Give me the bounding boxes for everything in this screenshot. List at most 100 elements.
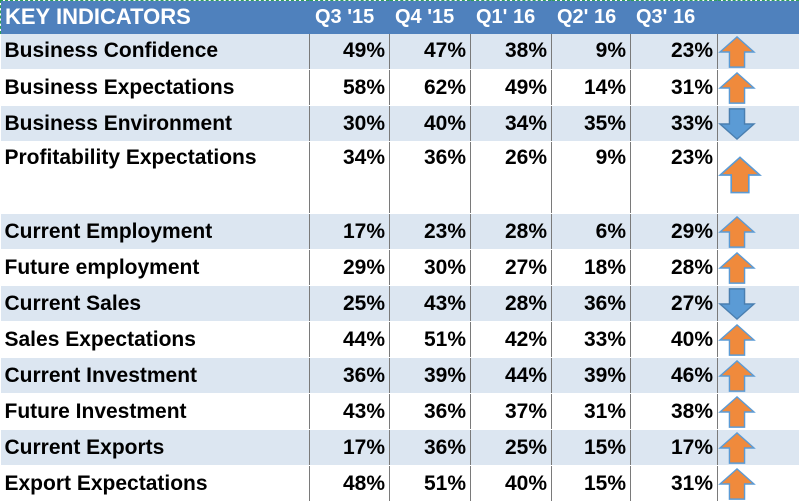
header-row: KEY INDICATORS Q3 '15 Q4 '15 Q1' 16 Q2' … [1,1,799,34]
arrow-down-icon [718,287,756,321]
indicator-value: 25% [471,430,552,466]
indicator-value: 23% [631,34,718,70]
trend-cell [718,322,799,358]
header-key-indicators: KEY INDICATORS [1,1,310,34]
arrow-up-icon [718,395,756,429]
indicator-value: 49% [310,34,390,70]
indicator-value: 31% [631,466,718,502]
arrow-up-icon [718,467,756,501]
header-q2-16: Q2' 16 [552,1,631,34]
indicator-value: 48% [310,466,390,502]
indicator-value: 34% [310,142,390,214]
indicator-label: Business Environment [1,106,310,142]
header-q3-15: Q3 '15 [310,1,390,34]
indicator-value: 28% [631,250,718,286]
arrow-up-icon [718,153,762,197]
indicator-value: 43% [390,286,471,322]
indicator-label: Current Investment [1,358,310,394]
indicator-value: 36% [552,286,631,322]
indicator-value: 31% [552,394,631,430]
indicator-value: 42% [471,322,552,358]
indicator-value: 35% [552,106,631,142]
indicator-label: Future employment [1,250,310,286]
indicator-value: 40% [390,106,471,142]
arrow-up-icon [718,71,756,105]
trend-cell [718,34,799,70]
indicator-value: 62% [390,70,471,106]
indicator-value: 17% [310,214,390,250]
indicator-label: Export Expectations [1,466,310,502]
header-q3-16: Q3' 16 [631,1,718,34]
indicator-value: 34% [471,106,552,142]
indicator-value: 9% [552,142,631,214]
trend-cell [718,358,799,394]
indicator-label: Current Employment [1,214,310,250]
trend-cell [718,142,799,214]
indicator-value: 44% [310,322,390,358]
indicator-value: 38% [631,394,718,430]
trend-cell [718,394,799,430]
indicator-value: 44% [471,358,552,394]
indicator-value: 31% [631,70,718,106]
indicator-label: Profitability Expectations [1,142,310,214]
indicator-value: 17% [631,430,718,466]
indicator-label: Business Confidence [1,34,310,70]
indicator-label: Business Expectations [1,70,310,106]
header-trend [718,1,799,34]
indicator-value: 40% [631,322,718,358]
indicator-value: 27% [471,250,552,286]
trend-cell [718,466,799,502]
header-q4-15: Q4 '15 [390,1,471,34]
indicator-value: 51% [390,322,471,358]
arrow-up-icon [718,215,756,249]
indicator-label: Sales Expectations [1,322,310,358]
indicator-value: 28% [471,214,552,250]
arrow-up-icon [718,35,756,69]
trend-cell [718,214,799,250]
indicator-value: 36% [390,430,471,466]
trend-cell [718,106,799,142]
trend-cell [718,250,799,286]
indicator-value: 47% [390,34,471,70]
indicator-value: 30% [390,250,471,286]
arrow-down-icon [718,107,756,141]
trend-cell [718,70,799,106]
arrow-up-icon [718,251,756,285]
indicator-value: 29% [310,250,390,286]
indicator-value: 27% [631,286,718,322]
indicator-value: 28% [471,286,552,322]
trend-cell [718,286,799,322]
indicator-value: 33% [631,106,718,142]
indicator-value: 51% [390,466,471,502]
arrow-up-icon [718,323,756,357]
indicator-value: 25% [310,286,390,322]
indicator-value: 43% [310,394,390,430]
indicator-value: 49% [471,70,552,106]
indicator-value: 23% [631,142,718,214]
indicator-value: 33% [552,322,631,358]
indicator-value: 26% [471,142,552,214]
indicator-value: 36% [390,142,471,214]
indicator-value: 9% [552,34,631,70]
indicator-value: 29% [631,214,718,250]
indicator-value: 39% [390,358,471,394]
indicator-value: 15% [552,466,631,502]
indicator-value: 23% [390,214,471,250]
indicator-value: 39% [552,358,631,394]
trend-cell [718,430,799,466]
header-q1-16: Q1' 16 [471,1,552,34]
indicator-value: 18% [552,250,631,286]
